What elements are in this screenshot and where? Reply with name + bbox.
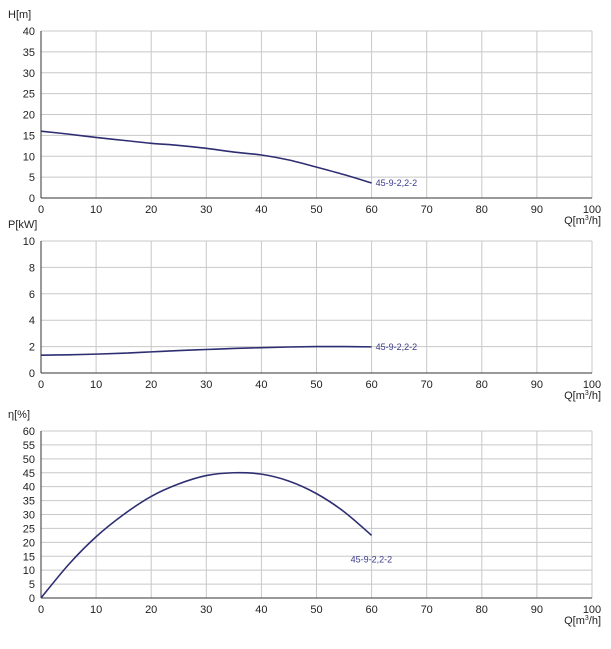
- x-tick-label: 60: [365, 204, 377, 216]
- efficiency-chart: 0 10 20 30 40 50 60 70 80 90 100051015202530354045…: [8, 409, 601, 627]
- x-axis-label: Q[m3/h]: [564, 615, 601, 627]
- x-tick-label: 40: [255, 604, 267, 616]
- x-tick-label: 50: [310, 604, 322, 616]
- x-tick-label: 20: [145, 204, 157, 216]
- y-axis-label: η[%]: [8, 409, 30, 421]
- head-chart: 0 10 20 30 40 50 60 70 80 90 100 0 5 10 15 20 25 30 35 40 H[…: [8, 9, 601, 227]
- x-tick-label: 40: [255, 379, 267, 391]
- x-tick-label: 70: [421, 204, 433, 216]
- y-tick-label: 20: [23, 537, 35, 549]
- x-tick-label: 0: [38, 379, 44, 391]
- x-tick-label: 60: [365, 379, 377, 391]
- x-tick-label: 90: [531, 604, 543, 616]
- x-tick-label: 10: [90, 604, 102, 616]
- y-tick-label: 30: [23, 68, 35, 80]
- x-axis-label: Q[m3/h]: [564, 215, 601, 227]
- power-curve-label: 45-9-2,2-2: [376, 342, 418, 352]
- y-tick-label: 35: [23, 47, 35, 59]
- x-tick-label: 100: [583, 604, 601, 616]
- power-chart: 0 10 20 30 40 50 60 70 80 90 100 0 2 4 6 8 10 P[kW] Q[m3/h…: [8, 219, 601, 402]
- y-tick-label: 30: [23, 510, 35, 522]
- y-tick-label: 55: [23, 440, 35, 452]
- y-tick-label: 20: [23, 110, 35, 122]
- x-tick-label: 100: [583, 204, 601, 216]
- x-tick-label: 100: [583, 379, 601, 391]
- y-tick-label: 25: [23, 89, 35, 101]
- y-tick-label: 25: [23, 523, 35, 535]
- x-tick-label: 0: [38, 204, 44, 216]
- y-tick-label: 4: [29, 315, 35, 327]
- x-tick-label: 50: [310, 379, 322, 391]
- y-axis-label: P[kW]: [8, 219, 37, 231]
- x-tick-label: 80: [476, 604, 488, 616]
- y-tick-label: 50: [23, 454, 35, 466]
- y-tick-label: 10: [23, 151, 35, 163]
- y-tick-label: 45: [23, 468, 35, 480]
- x-tick-label: 40: [255, 204, 267, 216]
- y-tick-label: 40: [23, 482, 35, 494]
- x-tick-label: 70: [421, 604, 433, 616]
- y-tick-label: 2: [29, 342, 35, 354]
- y-tick-label: 60: [23, 426, 35, 438]
- power-curve-line: [40, 345, 372, 356]
- x-tick-label: 90: [531, 204, 543, 216]
- efficiency-curve-line: [40, 471, 373, 599]
- y-tick-label: 40: [23, 26, 35, 38]
- x-tick-label: 30: [200, 379, 212, 391]
- efficiency-curve-label: 45-9-2,2-2: [351, 554, 393, 564]
- x-tick-label: 20: [145, 379, 157, 391]
- y-axis-label: H[m]: [8, 9, 31, 21]
- y-tick-label: 6: [29, 289, 35, 301]
- x-tick-label: 0: [38, 604, 44, 616]
- y-tick-label: 5: [29, 172, 35, 184]
- y-tick-label: 10: [23, 565, 35, 577]
- y-tick-label: 5: [29, 579, 35, 591]
- x-tick-label: 30: [200, 204, 212, 216]
- x-tick-label: 30: [200, 604, 212, 616]
- y-tick-label: 15: [23, 551, 35, 563]
- y-tick-label: 15: [23, 130, 35, 142]
- x-tick-label: 10: [90, 204, 102, 216]
- y-tick-label: 0: [29, 368, 35, 380]
- y-tick-label: 0: [29, 593, 35, 605]
- x-axis-label: Q[m3/h]: [564, 390, 601, 402]
- x-tick-label: 90: [531, 379, 543, 391]
- y-tick-label: 8: [29, 262, 35, 274]
- x-tick-label: 60: [365, 604, 377, 616]
- y-tick-label: 0: [29, 193, 35, 205]
- x-tick-label: 70: [421, 379, 433, 391]
- x-tick-label: 50: [310, 204, 322, 216]
- x-tick-label: 10: [90, 379, 102, 391]
- y-tick-label: 10: [23, 236, 35, 248]
- y-tick-label: 35: [23, 496, 35, 508]
- x-tick-label: 20: [145, 604, 157, 616]
- x-tick-label: 80: [476, 379, 488, 391]
- head-curve-label: 45-9-2,2-2: [376, 178, 418, 188]
- x-tick-label: 80: [476, 204, 488, 216]
- head-curve-line: [40, 130, 372, 184]
